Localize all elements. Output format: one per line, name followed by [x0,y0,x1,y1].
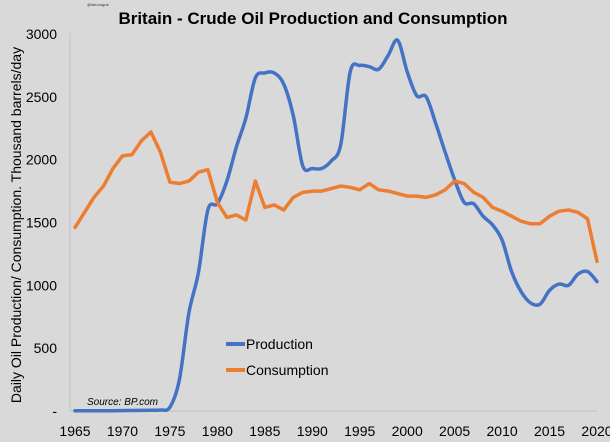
x-tick-label: 1975 [154,423,185,439]
x-tick-label: 1970 [107,423,138,439]
chart-title: Britain - Crude Oil Production and Consu… [118,9,507,28]
y-tick-label: 500 [34,340,58,356]
y-axis-label: Daily Oil Production/ Consumption. Thous… [8,47,24,403]
x-tick-label: 2020 [581,423,610,439]
x-tick-label: 1985 [249,423,280,439]
legend: Production Consumption [226,336,329,378]
x-tick-label: 1990 [297,423,328,439]
watermark: @ideorogue [87,2,110,7]
source-note: Source: BP.com [87,397,158,408]
legend-label-consumption: Consumption [246,362,329,378]
y-tick-label: 2000 [26,152,57,168]
series-line-production [73,38,599,413]
y-tick-label: 1000 [26,277,57,293]
y-tick-label: 2500 [26,89,57,105]
y-tick-label: 1500 [26,215,57,231]
x-tick-label: 2010 [487,423,518,439]
x-tick-label: 2005 [439,423,470,439]
x-tick-label: 1965 [59,423,90,439]
y-tick-label: 3000 [26,26,57,42]
y-tick-label: - [52,403,57,419]
x-tick-label: 2015 [534,423,565,439]
series-line-consumption [73,130,599,264]
x-tick-label: 1980 [202,423,233,439]
x-tick-label: 1995 [344,423,375,439]
x-tick-label: 2000 [392,423,423,439]
legend-label-production: Production [246,336,313,352]
